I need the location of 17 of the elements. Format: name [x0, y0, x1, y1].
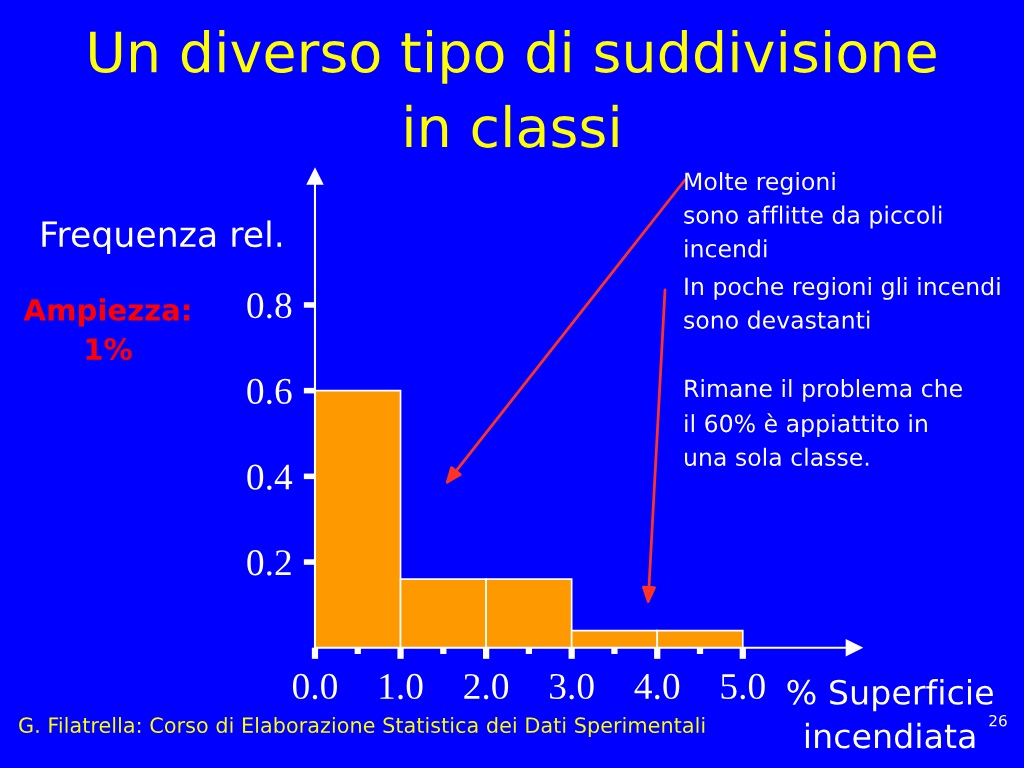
x-tick-label: 0.0 — [292, 673, 337, 700]
y-tick-label: 0.8 — [247, 293, 292, 319]
annotation: In poche regioni gli incendi sono devastanti — [684, 277, 1000, 329]
x-tick-label: 4.0 — [634, 673, 680, 700]
annotation: Rimane il problema che il 60% è appiattito in una sola classe. — [685, 379, 962, 467]
y-tick-label: 0.6 — [247, 378, 292, 405]
annotation: Molte regioni sono afflitte da piccoli incendi — [684, 172, 942, 258]
x-tick-label: 1.0 — [380, 673, 423, 700]
x-tick-label: 5.0 — [721, 673, 765, 700]
chart-title: Un diverso tipo di suddivisione in classi — [90, 30, 936, 148]
y-tick-label: 0.4 — [247, 464, 293, 490]
y-tick-label: 0.2 — [247, 550, 291, 576]
y-axis-title: Frequenza rel. — [42, 220, 282, 255]
x-tick-label: 3.0 — [550, 673, 594, 700]
text: Ampiezza: 1% — [23, 298, 190, 361]
x-tick-label: 2.0 — [464, 673, 509, 700]
text: G. Filatrella: Corso di Elaborazione Statistica dei Dati Sperimentali — [19, 716, 705, 738]
